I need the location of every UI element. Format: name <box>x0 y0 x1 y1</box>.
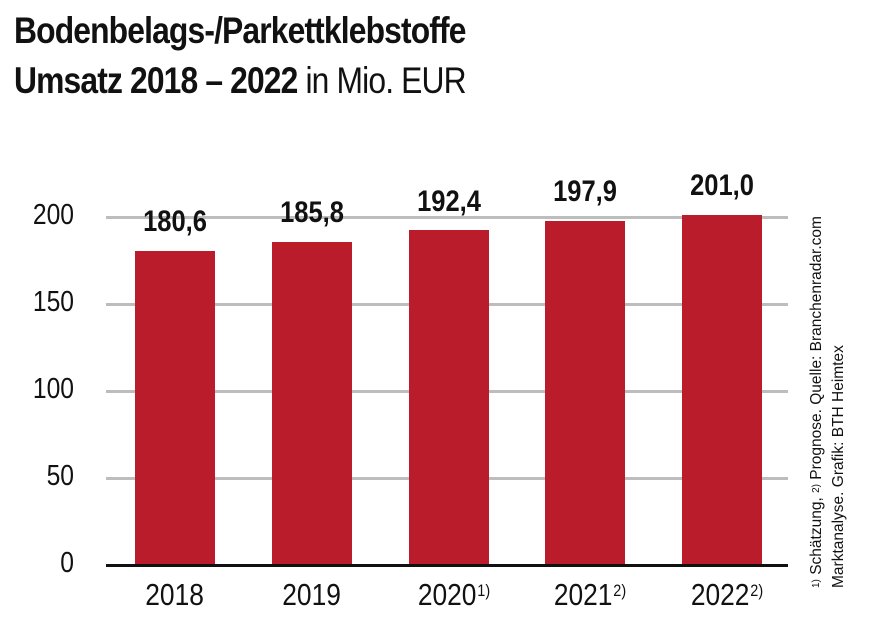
x-label-2021: 20212) <box>553 577 627 612</box>
bar-2022 <box>682 215 762 565</box>
value-label-2022: 201,0 <box>690 169 754 202</box>
x-label-2019: 2019 <box>282 577 341 612</box>
title-line2-bold: Umsatz 2018 – 2022 <box>14 60 298 101</box>
y-tick-label: 100 <box>32 373 74 405</box>
value-label-2021: 197,9 <box>553 175 617 208</box>
value-label-2018: 180,6 <box>143 205 207 238</box>
x-axis-line <box>106 564 788 567</box>
y-tick-label: 200 <box>32 199 74 231</box>
gridline-200 <box>106 216 788 219</box>
chart-title: Bodenbelags-/Parkettklebstoffe Umsatz 20… <box>14 6 467 106</box>
source-note: 1) Schätzung, 2) Prognose. Quelle: Branc… <box>808 216 847 588</box>
x-label-2020: 20201) <box>417 577 491 612</box>
title-line1: Bodenbelags-/Parkettklebstoffe <box>14 10 466 51</box>
bar-2019 <box>272 242 352 565</box>
y-tick-label: 150 <box>32 286 74 318</box>
value-label-2019: 185,8 <box>280 196 344 229</box>
y-tick-label: 0 <box>60 547 74 579</box>
bar-2018 <box>135 251 215 565</box>
title-line2-unit: in Mio. EUR <box>297 60 466 101</box>
bar-2020 <box>409 230 489 565</box>
y-tick-label: 50 <box>46 460 74 492</box>
x-label-2022: 20222) <box>690 577 764 612</box>
value-label-2020: 192,4 <box>417 185 481 218</box>
bar-2021 <box>545 221 625 565</box>
x-label-2018: 2018 <box>145 577 204 612</box>
